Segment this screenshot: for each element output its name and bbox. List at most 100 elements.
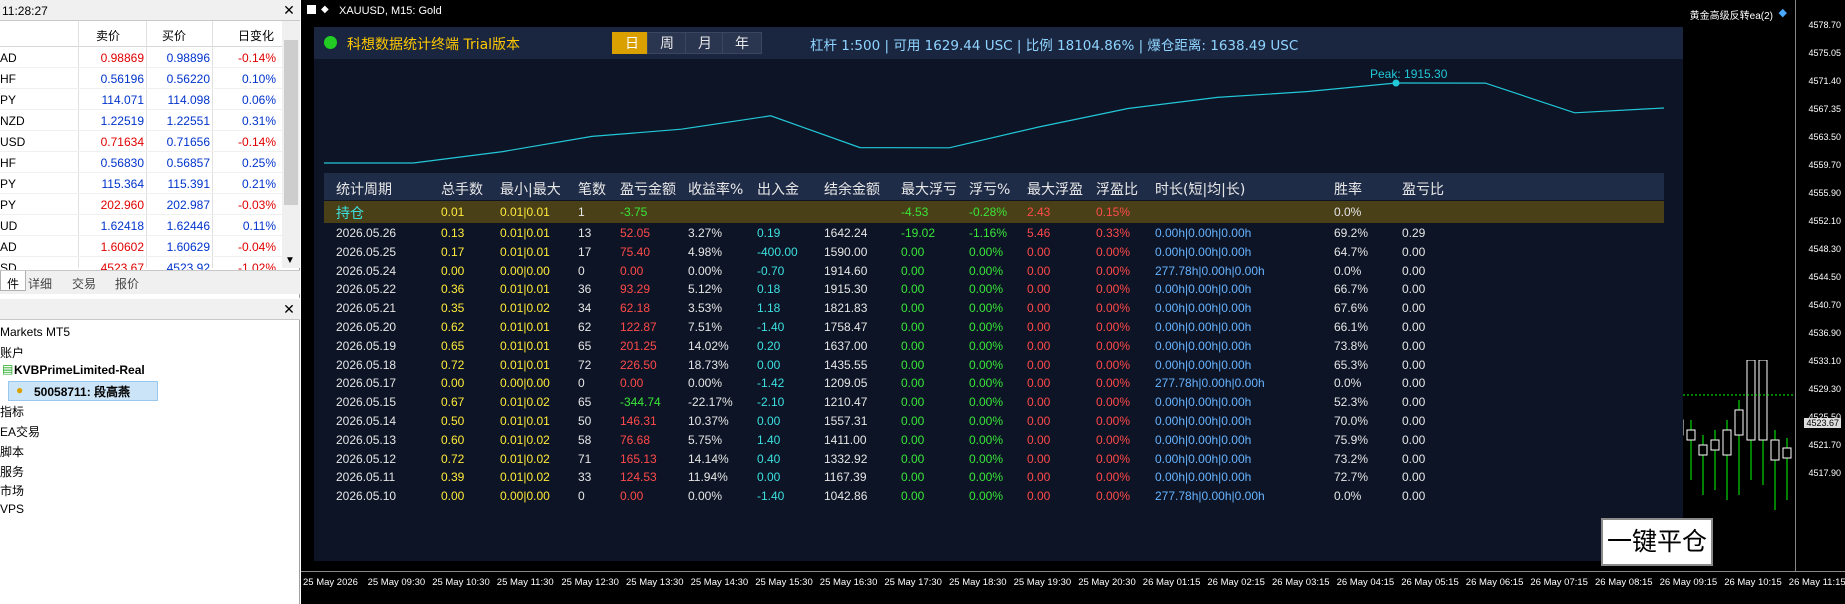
stats-cell-flow: -1.42 [757, 376, 785, 391]
symbol-row[interactable]: PY 114.071 114.098 0.06% [0, 89, 282, 110]
period-day-button[interactable]: 日 [612, 32, 652, 54]
symbol-row[interactable]: PY 115.364 115.391 0.21% [0, 173, 282, 194]
symbol-row[interactable]: USD 0.71634 0.71656 -0.14% [0, 131, 282, 152]
col-ask-header[interactable]: 买价 [161, 29, 186, 43]
column-header-count[interactable]: 笔数 [578, 182, 606, 198]
stats-cell-winrate: 72.7% [1334, 470, 1369, 485]
period-week-button[interactable]: 周 [647, 32, 687, 54]
stats-row[interactable]: 2026.05.25 0.17 0.01|0.01 17 75.40 4.98% -400.… [324, 243, 1664, 264]
stats-cell-maxloss: 0.00 [901, 414, 925, 428]
column-header-period[interactable]: 统计周期 [336, 182, 392, 198]
column-header-minmax[interactable]: 最小|最大 [500, 182, 561, 198]
stats-panel-topbar: 科想数据统计终端 Trial版本 日 周 月 年 杠杆 1:500 | 可用 1… [314, 27, 1683, 59]
nav-scripts[interactable]: 脚本 [0, 445, 25, 459]
nav-indicators[interactable]: 指标 [0, 405, 25, 419]
close-all-button[interactable]: 一键平仓 [1601, 518, 1713, 566]
stats-cell-winrate: 75.9% [1334, 432, 1369, 447]
scrollbar-thumb[interactable] [284, 40, 298, 205]
stats-cell-minmax: 0.01|0.02 [500, 301, 550, 316]
symbol-row[interactable]: AD 0.98869 0.98896 -0.14% [0, 47, 282, 68]
stats-cell-minmax: 0.01|0.01 [500, 414, 550, 428]
stats-row[interactable]: 2026.05.11 0.39 0.01|0.02 33 124.53 11.94% 0.0… [324, 468, 1664, 489]
time-tick: 25 May 13:30 [626, 577, 684, 588]
close-icon[interactable]: ✕ [283, 2, 295, 18]
chart-header: ◆ XAUUSD, M15: Gold 黄金高级反转ea(2) ◆ [301, 0, 1845, 22]
stats-cell-lots: 0.67 [441, 395, 465, 410]
period-year-button[interactable]: 年 [722, 32, 762, 54]
market-watch-panel: 11:28:27 ✕ 卖价 买价 日变化 AD 0.98869 0.98896 -0.… [0, 0, 300, 298]
stats-cell-balance: 1915.30 [824, 282, 868, 297]
tab-details[interactable]: 详细 [28, 277, 53, 291]
symbol-row[interactable]: HF 0.56830 0.56857 0.25% [0, 152, 282, 173]
nav-experts[interactable]: EA交易 [0, 425, 41, 439]
column-header-maxloss[interactable]: 最大浮亏 [901, 182, 957, 198]
stats-row[interactable]: 2026.05.22 0.36 0.01|0.01 36 93.29 5.12% 0.18 1… [324, 280, 1664, 301]
column-header-lots[interactable]: 总手数 [441, 182, 483, 198]
symbol-row[interactable]: AD 1.60602 1.60629 -0.04% [0, 236, 282, 257]
stats-row[interactable]: 2026.05.14 0.50 0.01|0.01 50 146.31 10.37% 0.0… [324, 412, 1664, 433]
nav-server[interactable]: KVBPrimeLimited-Real [14, 363, 145, 377]
close-icon[interactable]: ✕ [283, 301, 295, 317]
nav-accounts[interactable]: 账户 [0, 346, 25, 360]
column-header-duration[interactable]: 时长(短|均|长) [1155, 182, 1246, 198]
price-tick: 4540.70 [1808, 300, 1841, 310]
scroll-down-icon[interactable]: ▼ [285, 255, 295, 266]
period-month-button[interactable]: 月 [685, 32, 725, 54]
tab-ticks[interactable]: 报价 [115, 277, 140, 291]
candle-body [1686, 429, 1696, 441]
stats-row[interactable]: 2026.05.17 0.00 0.00|0.00 0 0.00 0.00% -1.42 12… [324, 374, 1664, 395]
column-header-pf[interactable]: 盈亏比 [1402, 182, 1444, 198]
nav-root[interactable]: Markets MT5 [0, 325, 71, 339]
tab-symbols[interactable]: 件 [0, 271, 27, 291]
stats-row[interactable]: 2026.05.20 0.62 0.01|0.01 62 122.87 7.51% -1.4… [324, 318, 1664, 339]
stats-cell-maxloss: 0.00 [901, 244, 925, 259]
stats-row[interactable]: 2026.05.15 0.67 0.01|0.02 65 -344.74 -22.17% -… [324, 393, 1664, 414]
stats-cell-pf: 0.00 [1402, 282, 1426, 297]
column-header-maxgain[interactable]: 最大浮盈 [1027, 182, 1083, 198]
stats-cell-maxgain: 0.00 [1027, 282, 1051, 297]
stats-cell-winrate: 66.7% [1334, 282, 1369, 297]
stats-row[interactable]: 2026.05.12 0.72 0.01|0.02 71 165.13 14.14% 0.4… [324, 450, 1664, 471]
stats-cell-pnl: 62.18 [620, 301, 651, 316]
stats-cell-period: 2026.05.26 [336, 226, 397, 240]
chart-menu-icon[interactable] [307, 5, 316, 14]
stats-cell-pf: 0.00 [1402, 489, 1426, 504]
nav-account-selected[interactable] [8, 381, 158, 401]
time-tick: 25 May 17:30 [884, 577, 942, 588]
stats-row[interactable]: 2026.05.21 0.35 0.01|0.02 34 62.18 3.53% 1.18 1… [324, 299, 1664, 320]
symbol-row[interactable]: HF 0.56196 0.56220 0.10% [0, 68, 282, 89]
symbol-row[interactable]: UD 1.62418 1.62446 0.11% [0, 215, 282, 236]
column-header-losspct[interactable]: 浮亏% [969, 182, 1011, 198]
column-header-gainpct[interactable]: 浮盈比 [1096, 182, 1138, 198]
stats-cell-maxgain: 0.00 [1027, 244, 1051, 259]
tab-trading[interactable]: 交易 [72, 277, 97, 291]
stats-cell-pf: 0.00 [1402, 414, 1426, 428]
chart-window[interactable]: ◆ XAUUSD, M15: Gold 黄金高级反转ea(2) ◆ 4578.7… [301, 0, 1845, 604]
stats-row[interactable]: 2026.05.26 0.13 0.01|0.01 13 52.05 3.27% 0.19 1… [324, 224, 1664, 245]
col-bid-header[interactable]: 卖价 [95, 29, 120, 43]
symbol-row[interactable]: PY 202.960 202.987 -0.03% [0, 194, 282, 215]
col-change-header[interactable]: 日变化 [237, 29, 274, 43]
stats-cell-pf: 0.00 [1402, 376, 1426, 391]
symbol-bid: 0.56196 [100, 72, 144, 86]
column-header-ret[interactable]: 收益率% [688, 182, 744, 198]
nav-market[interactable]: 市场 [0, 484, 25, 498]
stats-row[interactable]: 2026.05.18 0.72 0.01|0.01 72 226.50 18.73% 0.0… [324, 356, 1664, 377]
column-header-winrate[interactable]: 胜率 [1334, 182, 1362, 198]
stats-cell-ret: 0.00% [688, 489, 723, 504]
nav-account[interactable]: 50058711: 段高燕 [34, 385, 131, 399]
column-header-flow[interactable]: 出入金 [757, 182, 799, 198]
time-tick: 25 May 19:30 [1013, 577, 1072, 588]
stats-row[interactable]: 2026.05.19 0.65 0.01|0.01 65 201.25 14.02% 0.2… [324, 337, 1664, 358]
symbol-row[interactable]: NZD 1.22519 1.22551 0.31% [0, 110, 282, 131]
nav-vps[interactable]: VPS [0, 502, 25, 516]
stats-row[interactable]: 2026.05.10 0.00 0.00|0.00 0 0.00 0.00% -1.40 10… [324, 487, 1664, 508]
column-header-balance[interactable]: 结余金额 [824, 182, 880, 198]
nav-services[interactable]: 服务 [0, 465, 25, 479]
time-tick: 26 May 05:15 [1401, 577, 1459, 588]
stats-row[interactable]: 2026.05.24 0.00 0.00|0.00 0 0.00 0.00% -0.70 19… [324, 262, 1664, 283]
column-header-pnl[interactable]: 盈亏金额 [620, 182, 676, 198]
symbol-ask: 1.60629 [166, 240, 210, 254]
panel-title: 科想数据统计终端 Trial版本 [347, 37, 521, 53]
stats-row[interactable]: 2026.05.13 0.60 0.01|0.02 58 76.68 5.75% 1.40 1… [324, 431, 1664, 452]
